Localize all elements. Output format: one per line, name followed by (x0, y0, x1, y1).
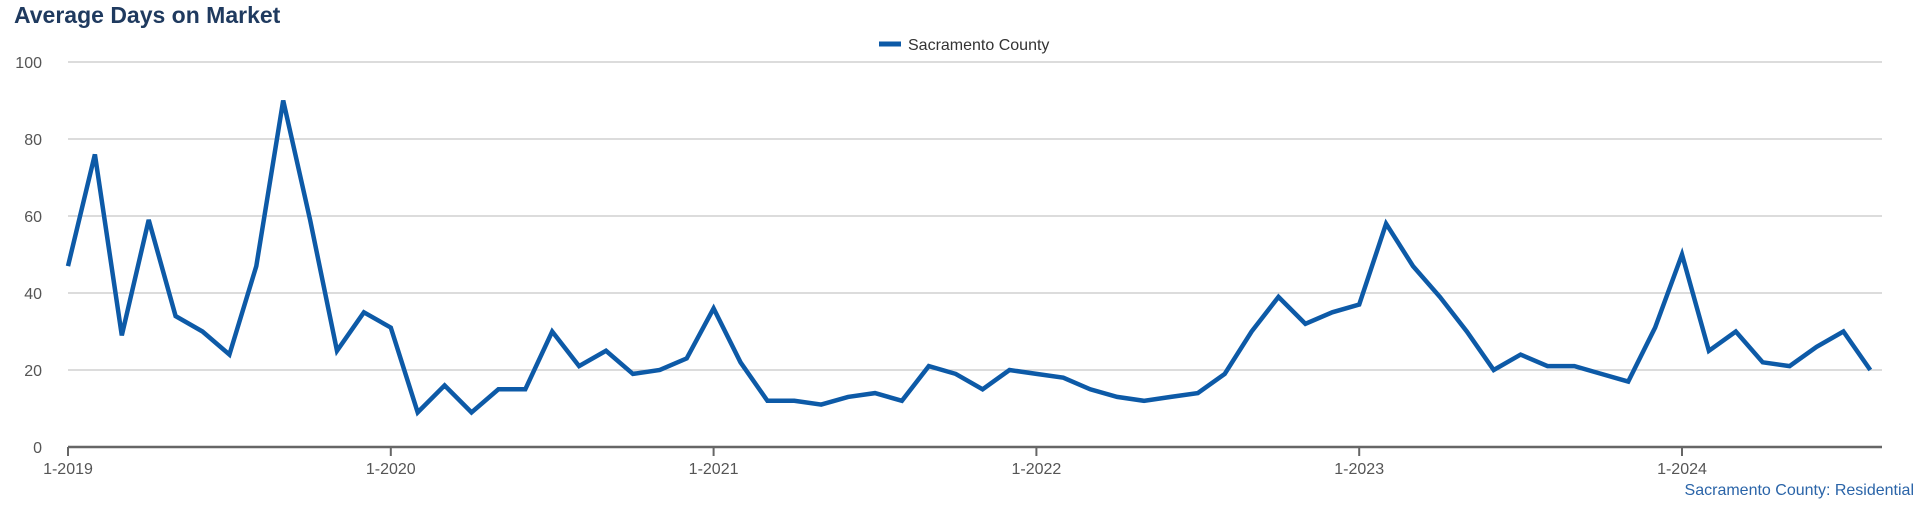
x-tick-label: 1-2021 (689, 461, 739, 478)
y-tick-label: 20 (24, 363, 42, 380)
x-axis: 1-2019 1-2020 1-2021 1-2022 1-2023 1-2024 (43, 445, 1882, 478)
x-tick-label: 1-2020 (366, 461, 416, 478)
y-tick-label: 80 (24, 132, 42, 149)
series-group (65, 100, 1873, 417)
legend-label: Sacramento County (908, 37, 1049, 54)
gridlines (68, 61, 1882, 371)
series-line-0 (65, 100, 1873, 417)
x-tick-label: 1-2023 (1334, 461, 1384, 478)
x-tick-label: 1-2024 (1657, 461, 1707, 478)
y-tick-label: 100 (15, 55, 42, 72)
chart-source-label: Sacramento County: Residential (1684, 482, 1914, 499)
x-tick-label: 1-2019 (43, 461, 93, 478)
y-axis-ticks: 0 20 40 60 80 100 (15, 55, 42, 457)
legend[interactable]: Sacramento County (879, 37, 1049, 54)
y-tick-label: 60 (24, 209, 42, 226)
x-tick-label: 1-2022 (1011, 461, 1061, 478)
chart-title: Average Days on Market (14, 2, 281, 28)
y-tick-label: 0 (33, 440, 42, 457)
y-tick-label: 40 (24, 286, 42, 303)
